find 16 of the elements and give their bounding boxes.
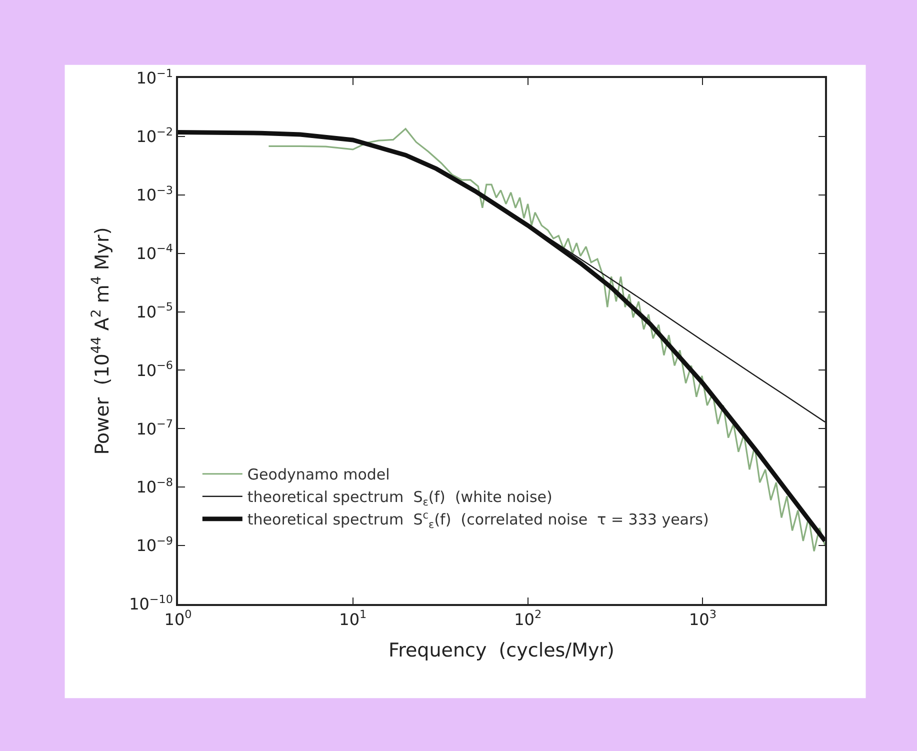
y-tick-label: 10$^{−9}$ [136, 534, 174, 556]
x-axis-title: Frequency (cycles/Myr) [388, 639, 614, 662]
legend-label: theoretical spectrum S$^{c}$$_{ε}$(f) (correlated noise τ = 333 years) [247, 509, 709, 531]
y-tick-label: 10$^{−7}$ [136, 418, 174, 438]
legend-label: theoretical spectrum S$_{ε}$(f) (white noise) [247, 488, 552, 508]
x-tick-label: 10$^{2}$ [514, 608, 542, 629]
legend-label: Geodynamo model [247, 466, 390, 484]
y-tick-label: 10$^{−3}$ [136, 184, 174, 204]
x-tick-label: 10$^{1}$ [339, 608, 367, 629]
y-tick-label: 10$^{−8}$ [136, 476, 174, 497]
y-tick-label: 10$^{−2}$ [136, 125, 174, 146]
y-tick-label: 10$^{−5}$ [136, 300, 174, 322]
x-tick-label: 10$^{3}$ [689, 608, 716, 629]
y-tick-label: 10$^{−4}$ [136, 242, 174, 263]
y-tick-label: 10$^{−6}$ [136, 359, 174, 380]
y-tick-label: 10$^{−1}$ [136, 66, 174, 88]
